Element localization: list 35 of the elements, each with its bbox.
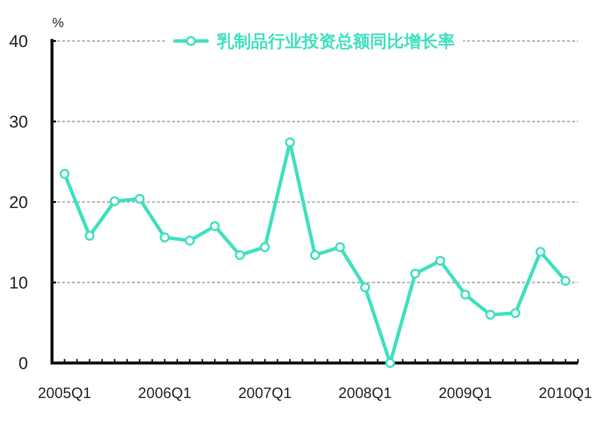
point <box>510 308 520 318</box>
y-tick-label: 30 <box>9 112 28 132</box>
point <box>260 242 270 252</box>
y-tick-label: 20 <box>9 193 28 212</box>
point <box>435 256 446 266</box>
point <box>134 194 145 204</box>
x-tick-label: 2006Q1 <box>138 385 192 402</box>
point <box>184 236 195 246</box>
x-tick-label: 2007Q1 <box>238 385 292 402</box>
point <box>460 290 470 300</box>
point <box>160 232 170 242</box>
point <box>234 250 245 260</box>
point <box>485 310 496 320</box>
point <box>310 250 320 260</box>
x-tick-label: 2010Q1 <box>538 385 592 402</box>
legend-label: 乳制品行业投资总额同比增长率 <box>216 32 455 51</box>
y-tick-label: 40 <box>9 32 28 51</box>
legend: 乳制品行业投资总额同比增长率 <box>167 29 463 53</box>
point <box>110 196 120 206</box>
point <box>410 268 420 279</box>
point <box>335 242 346 252</box>
point <box>385 358 396 368</box>
point <box>360 282 370 292</box>
point <box>210 221 220 232</box>
y-axis-title: % <box>52 15 64 30</box>
x-tick-label: 2009Q1 <box>438 385 492 402</box>
x-tick-label: 2008Q1 <box>338 385 392 402</box>
point <box>560 276 570 286</box>
y-tick-label: 10 <box>9 274 28 292</box>
point <box>535 246 546 257</box>
point <box>60 168 70 179</box>
point <box>284 137 295 148</box>
point <box>84 230 95 241</box>
x-tick-label: 2005Q1 <box>38 385 92 402</box>
y-tick-label: 0 <box>18 354 28 373</box>
